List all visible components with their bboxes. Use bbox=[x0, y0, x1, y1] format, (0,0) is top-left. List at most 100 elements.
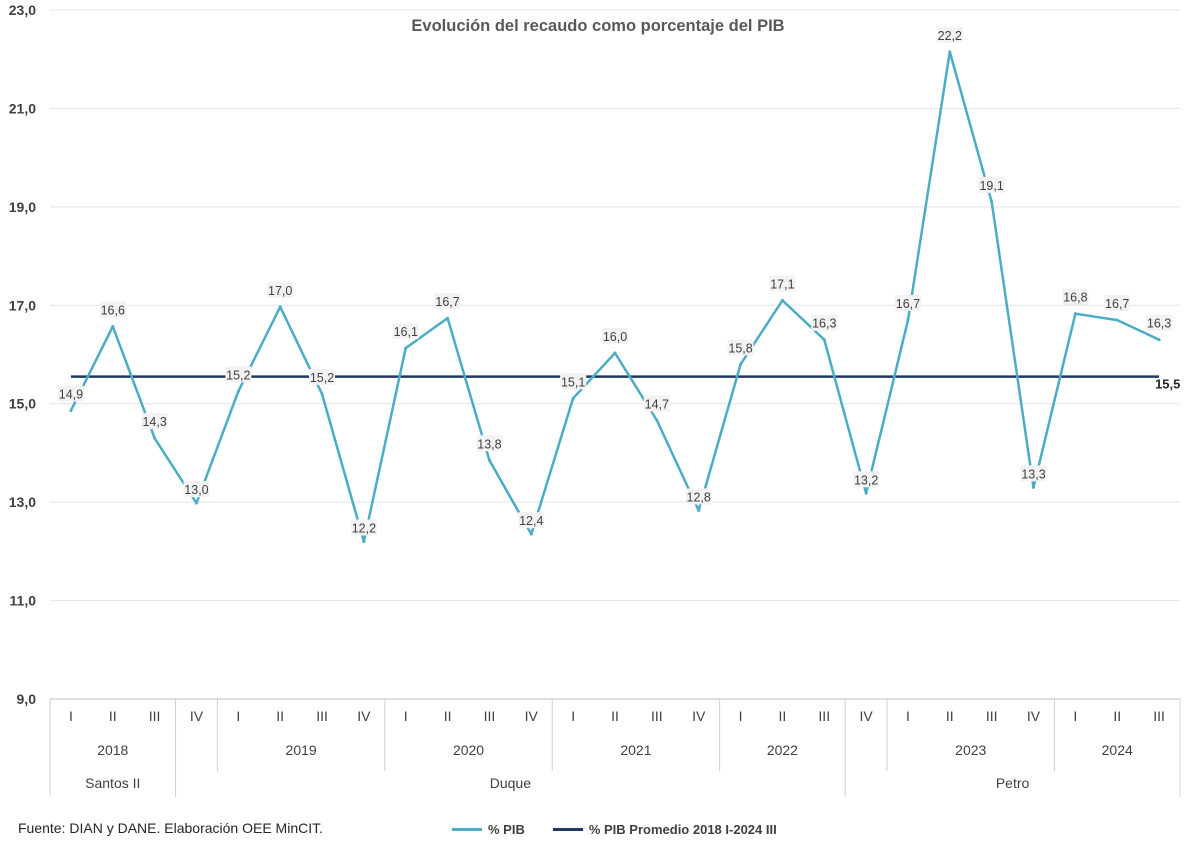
legend: % PIB % PIB Promedio 2018 I-2024 III bbox=[452, 822, 777, 837]
data-label-bg bbox=[602, 328, 628, 345]
x-tick-label: II bbox=[1113, 708, 1121, 724]
data-label: 14,9 bbox=[59, 388, 83, 402]
year-label: 2024 bbox=[1102, 742, 1133, 758]
legend-item-pib: % PIB bbox=[452, 822, 525, 837]
data-label: 12,2 bbox=[352, 522, 376, 536]
data-label-bg bbox=[685, 488, 712, 505]
data-point bbox=[362, 540, 366, 544]
data-label: 15,8 bbox=[728, 341, 752, 355]
x-tick-label: III bbox=[986, 708, 998, 724]
data-point bbox=[697, 509, 701, 513]
data-label: 16,7 bbox=[896, 297, 920, 311]
legend-swatch-average bbox=[552, 828, 583, 831]
data-label: 16,3 bbox=[812, 317, 836, 331]
data-label-bg bbox=[1104, 295, 1131, 312]
data-point bbox=[1032, 485, 1036, 489]
average-label: 15,5 bbox=[1155, 377, 1180, 392]
x-tick-label: II bbox=[109, 708, 117, 724]
x-tick-label: II bbox=[611, 708, 619, 724]
data-label-bg bbox=[141, 413, 168, 430]
data-label: 14,7 bbox=[645, 397, 669, 411]
data-point bbox=[864, 491, 868, 495]
data-point bbox=[69, 409, 73, 413]
year-label: 2021 bbox=[620, 742, 651, 758]
data-label-bg bbox=[57, 385, 84, 402]
data-point bbox=[1073, 312, 1077, 316]
data-label: 12,4 bbox=[519, 514, 543, 528]
data-label-bg bbox=[225, 366, 252, 383]
data-point bbox=[613, 351, 617, 355]
data-point bbox=[194, 501, 198, 505]
data-point bbox=[990, 200, 994, 204]
data-point bbox=[153, 436, 157, 440]
data-label-bg bbox=[811, 314, 838, 331]
data-label-bg bbox=[769, 275, 796, 292]
data-label-bg bbox=[727, 339, 754, 356]
government-label: Petro bbox=[996, 775, 1030, 791]
data-label-bg bbox=[894, 295, 921, 312]
x-tick-label: I bbox=[1073, 708, 1077, 724]
x-tick-label: IV bbox=[357, 708, 371, 724]
data-label-bg bbox=[99, 301, 126, 318]
data-label: 16,7 bbox=[435, 295, 459, 309]
x-tick-label: III bbox=[1153, 708, 1165, 724]
x-tick-label: I bbox=[236, 708, 240, 724]
x-tick-label: I bbox=[739, 708, 743, 724]
data-label-bg bbox=[1020, 465, 1047, 482]
data-label-bg bbox=[643, 395, 670, 412]
data-label-bg bbox=[1062, 288, 1089, 305]
x-tick-label: II bbox=[779, 708, 787, 724]
data-point bbox=[780, 298, 784, 302]
data-label: 16,6 bbox=[101, 303, 125, 317]
data-point bbox=[236, 389, 240, 393]
data-label: 12,8 bbox=[687, 491, 711, 505]
data-point bbox=[571, 396, 575, 400]
data-point bbox=[446, 316, 450, 320]
government-label: Duque bbox=[490, 775, 531, 791]
x-tick-label: I bbox=[571, 708, 575, 724]
x-tick-label: II bbox=[276, 708, 284, 724]
x-tick-label: II bbox=[444, 708, 452, 724]
data-label-bg bbox=[1146, 314, 1173, 331]
data-label: 16,0 bbox=[603, 330, 627, 344]
data-label-bg bbox=[309, 368, 336, 385]
data-label-bg bbox=[392, 323, 419, 340]
x-tick-label: IV bbox=[1027, 708, 1041, 724]
data-label: 13,3 bbox=[1021, 467, 1045, 481]
year-label: 2020 bbox=[453, 742, 484, 758]
x-tick-label: I bbox=[69, 708, 73, 724]
data-point bbox=[1157, 338, 1161, 342]
data-label: 16,1 bbox=[394, 325, 418, 339]
x-tick-label: IV bbox=[190, 708, 204, 724]
y-tick-label: 13,0 bbox=[9, 494, 36, 510]
data-label: 17,0 bbox=[268, 284, 292, 298]
y-tick-label: 19,0 bbox=[9, 199, 36, 215]
data-label-bg bbox=[978, 176, 1005, 193]
data-point bbox=[906, 318, 910, 322]
chart-title: Evolución del recaudo como porcentaje de… bbox=[411, 17, 784, 35]
year-label: 2022 bbox=[767, 742, 798, 758]
data-point bbox=[278, 305, 282, 309]
data-label-bg bbox=[434, 293, 461, 310]
data-label-bg bbox=[350, 519, 377, 536]
government-label: Santos II bbox=[85, 775, 140, 791]
x-tick-label: IV bbox=[525, 708, 539, 724]
data-point bbox=[739, 362, 743, 366]
y-tick-label: 17,0 bbox=[9, 297, 36, 313]
x-tick-label: III bbox=[149, 708, 161, 724]
x-tick-label: III bbox=[484, 708, 496, 724]
data-label: 16,3 bbox=[1147, 317, 1171, 331]
year-label: 2019 bbox=[286, 742, 317, 758]
source-note: Fuente: DIAN y DANE. Elaboración OEE Min… bbox=[18, 820, 323, 836]
y-tick-label: 23,0 bbox=[9, 2, 36, 18]
data-point bbox=[948, 50, 952, 54]
data-label: 15,2 bbox=[310, 371, 334, 385]
data-label-bg bbox=[518, 512, 545, 529]
y-tick-label: 11,0 bbox=[10, 593, 37, 609]
data-label-bg bbox=[267, 281, 294, 298]
x-tick-label: II bbox=[946, 708, 954, 724]
data-point bbox=[822, 338, 826, 342]
data-label: 13,8 bbox=[477, 437, 501, 451]
data-point bbox=[1115, 318, 1119, 322]
